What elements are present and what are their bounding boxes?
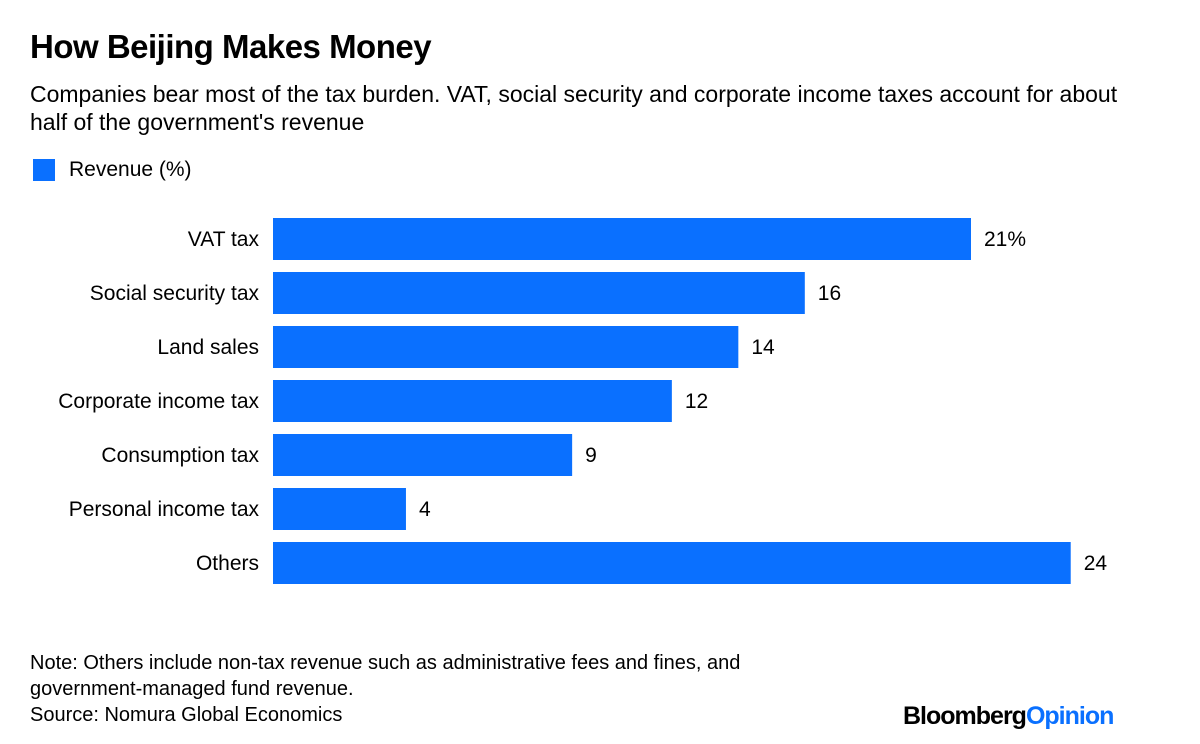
note-line-2: government-managed fund revenue. (30, 678, 354, 700)
chart-title: How Beijing Makes Money (30, 28, 432, 65)
legend-label: Revenue (%) (69, 158, 192, 181)
logo-part-1: Bloomberg (903, 702, 1027, 730)
data-label: 16 (818, 282, 841, 305)
bar-6 (273, 542, 1071, 584)
data-label: 9 (585, 444, 597, 467)
data-label: 14 (751, 336, 775, 359)
category-label: Corporate income tax (58, 390, 259, 413)
legend: Revenue (%) (33, 158, 192, 182)
data-label: 21% (984, 228, 1026, 251)
source: Source: Nomura Global Economics (30, 704, 343, 726)
data-label: 12 (685, 390, 708, 413)
bar-2 (273, 326, 739, 368)
category-label: Others (196, 552, 259, 575)
category-label: Consumption tax (101, 444, 259, 467)
category-label: VAT tax (188, 228, 260, 251)
category-label: Personal income tax (69, 498, 260, 521)
bar-4 (273, 434, 573, 476)
category-label: Land sales (157, 336, 259, 359)
bloomberg-opinion-logo: BloombergOpinion (903, 702, 1114, 731)
logo-part-2: Opinion (1025, 702, 1114, 730)
category-label: Social security tax (90, 282, 260, 305)
bar-0 (273, 218, 971, 260)
note-line-1: Note: Others include non-tax revenue suc… (30, 652, 741, 674)
data-label: 24 (1084, 552, 1108, 575)
chart-subtitle: Companies bear most of the tax burden. V… (30, 81, 1118, 135)
bar-1 (273, 272, 805, 314)
legend-swatch (33, 159, 55, 181)
footnote: Note: Others include non-tax revenue suc… (30, 650, 740, 728)
bar-5 (273, 488, 406, 530)
data-label: 4 (419, 498, 431, 521)
bar-3 (273, 380, 672, 422)
